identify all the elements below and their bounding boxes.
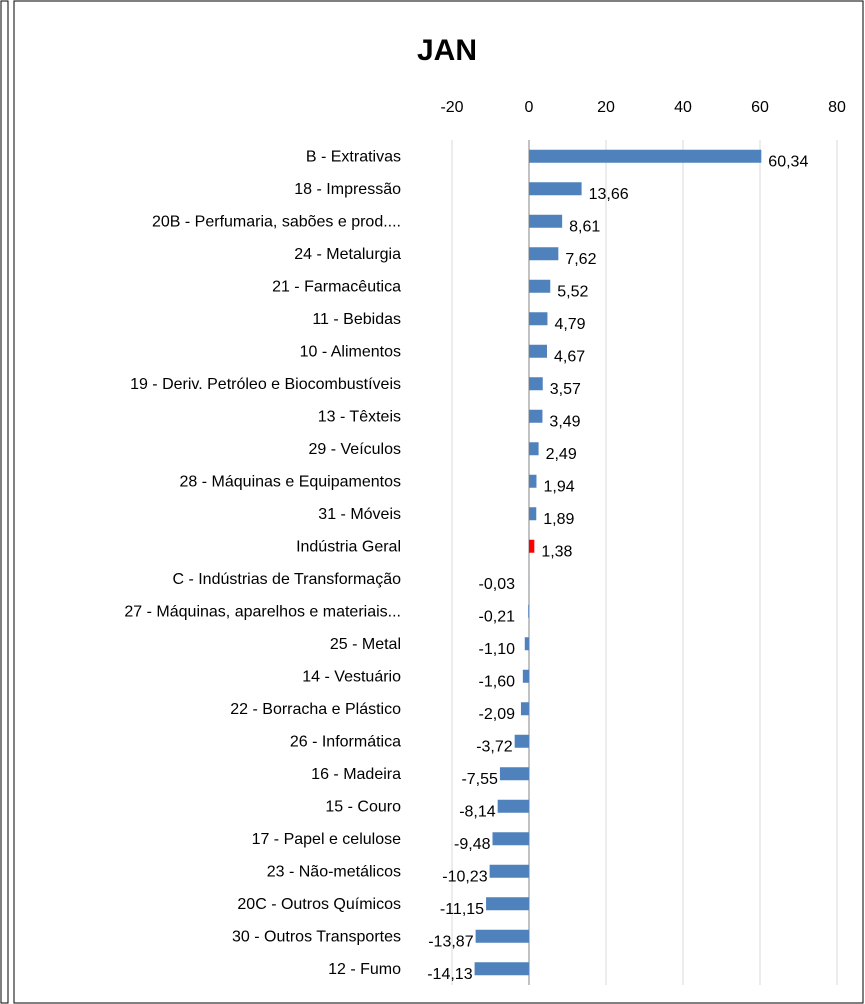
value-label: 4,79	[554, 316, 585, 333]
value-label: 1,38	[541, 543, 572, 560]
x-tick-label: 0	[525, 99, 534, 116]
y-tick-label: 20B - Perfumaria, sabões e prod....	[152, 213, 401, 230]
value-label: -7,55	[461, 771, 498, 788]
value-label: 2,49	[546, 446, 577, 463]
value-label: -13,87	[428, 933, 473, 950]
y-tick-label: 21 - Farmacêutica	[272, 278, 401, 295]
value-label: 1,89	[543, 511, 574, 528]
y-tick-label: 17 - Papel e celulose	[252, 831, 402, 848]
y-tick-label: 26 - Informática	[290, 733, 401, 750]
frame-left	[0, 0, 9, 1004]
value-label: 1,94	[543, 478, 574, 495]
value-label: -11,15	[440, 901, 484, 918]
value-label: 4,67	[554, 348, 585, 365]
bar	[489, 864, 529, 878]
bar	[529, 539, 535, 553]
bar	[497, 799, 529, 813]
bar	[520, 702, 529, 716]
x-tick-label: 40	[674, 99, 692, 116]
value-label: -3,72	[476, 738, 513, 755]
y-tick-label: 30 - Outros Transportes	[232, 928, 401, 945]
y-tick-label: 20C - Outros Químicos	[237, 896, 401, 913]
bar	[514, 734, 529, 748]
x-tick-label: 20	[597, 99, 615, 116]
chart-title: JAN	[417, 34, 477, 67]
value-label: -2,09	[479, 706, 516, 723]
bar	[492, 832, 529, 846]
x-tick-label: -20	[440, 99, 463, 116]
y-tick-label: 31 - Móveis	[318, 506, 401, 523]
y-tick-label: 29 - Veículos	[309, 441, 402, 458]
value-label: -9,48	[454, 836, 491, 853]
bar	[524, 637, 529, 651]
bar	[528, 604, 529, 618]
y-tick-label: 24 - Metalurgia	[294, 246, 401, 263]
y-tick-label: 19 - Deriv. Petróleo e Biocombustíveis	[130, 376, 401, 393]
value-label: 3,49	[549, 413, 580, 430]
y-tick-label: 16 - Madeira	[311, 766, 401, 783]
bar	[529, 182, 582, 196]
value-label: 3,57	[550, 381, 581, 398]
bar	[529, 442, 539, 456]
y-tick-label: 23 - Não-metálicos	[267, 863, 401, 880]
bar	[529, 312, 548, 326]
y-tick-label: B - Extrativas	[306, 148, 401, 165]
bar	[529, 247, 559, 261]
bar	[475, 929, 529, 943]
frame	[13, 0, 864, 1004]
bar	[529, 409, 543, 423]
value-label: -10,23	[442, 868, 487, 885]
x-tick-label: 60	[751, 99, 769, 116]
y-tick-label: Indústria Geral	[296, 538, 401, 555]
value-label: 60,34	[768, 153, 808, 170]
y-tick-label: 28 - Máquinas e Equipamentos	[180, 473, 401, 490]
bar	[499, 767, 529, 781]
value-label: -14,13	[427, 966, 472, 983]
value-label: 7,62	[565, 251, 596, 268]
value-label: 8,61	[569, 218, 600, 235]
y-tick-label: 13 - Têxteis	[318, 408, 401, 425]
value-label: 13,66	[589, 186, 629, 203]
y-tick-label: 10 - Alimentos	[300, 343, 401, 360]
y-tick-label: 25 - Metal	[330, 636, 401, 653]
bar	[529, 377, 543, 391]
y-tick-label: 22 - Borracha e Plástico	[230, 701, 401, 718]
y-tick-label: 14 - Vestuário	[302, 668, 401, 685]
bar	[529, 474, 537, 488]
value-label: -8,14	[459, 803, 496, 820]
value-label: -1,60	[479, 673, 516, 690]
bar	[529, 279, 551, 293]
y-tick-label: 27 - Máquinas, aparelhos e materiais...	[124, 603, 401, 620]
y-tick-label: 12 - Fumo	[328, 961, 401, 978]
y-tick-label: 11 - Bebidas	[312, 311, 401, 328]
value-label: -0,03	[479, 576, 516, 593]
bar	[529, 149, 762, 163]
x-tick-label: 80	[828, 99, 846, 116]
value-label: -0,21	[479, 608, 516, 625]
bar	[529, 344, 547, 358]
value-label: 5,52	[557, 283, 588, 300]
y-tick-label: C - Indústrias de Transformação	[172, 571, 401, 588]
bar	[529, 214, 563, 228]
bar	[522, 669, 529, 683]
bar	[529, 507, 537, 521]
y-tick-label: 15 - Couro	[325, 798, 401, 815]
bar	[474, 962, 529, 976]
y-tick-label: 18 - Impressão	[294, 181, 401, 198]
value-label: -1,10	[479, 641, 516, 658]
bar	[486, 897, 529, 911]
